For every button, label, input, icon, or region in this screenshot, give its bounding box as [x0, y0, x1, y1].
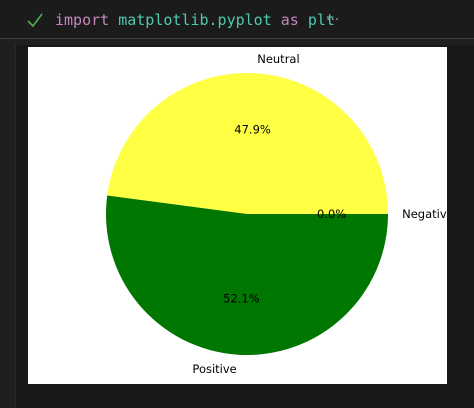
slice-neutral — [107, 73, 389, 214]
alias-name: plt — [307, 11, 335, 29]
category-label-negative: Negative — [402, 207, 447, 221]
check-icon — [27, 13, 43, 28]
pct-label-neutral: 47.9% — [234, 123, 271, 137]
category-label-positive: Positive — [192, 362, 236, 376]
pie-slices — [105, 73, 389, 356]
code-line[interactable]: import matplotlib.pyplot as plt — [55, 10, 335, 30]
cell-divider — [0, 38, 474, 39]
keyword-as: as — [280, 11, 299, 29]
category-label-neutral: Neutral — [257, 52, 299, 66]
more-ellipsis-icon[interactable]: ··· — [326, 12, 340, 28]
figure-canvas: 0.0% 47.9% 52.1% Negative Neutral Positive — [28, 47, 447, 384]
pct-label-negative: 0.0% — [317, 207, 346, 221]
pct-labels: 0.0% 47.9% 52.1% — [223, 123, 346, 306]
slice-positive — [105, 195, 389, 356]
pie-chart: 0.0% 47.9% 52.1% Negative Neutral Positive — [105, 52, 447, 376]
pct-label-positive: 52.1% — [223, 291, 260, 305]
cell-header: import matplotlib.pyplot as plt ··· — [0, 0, 474, 38]
module-name: matplotlib.pyplot — [118, 11, 272, 29]
category-labels: Negative Neutral Positive — [192, 52, 447, 376]
keyword-import: import — [55, 11, 110, 29]
